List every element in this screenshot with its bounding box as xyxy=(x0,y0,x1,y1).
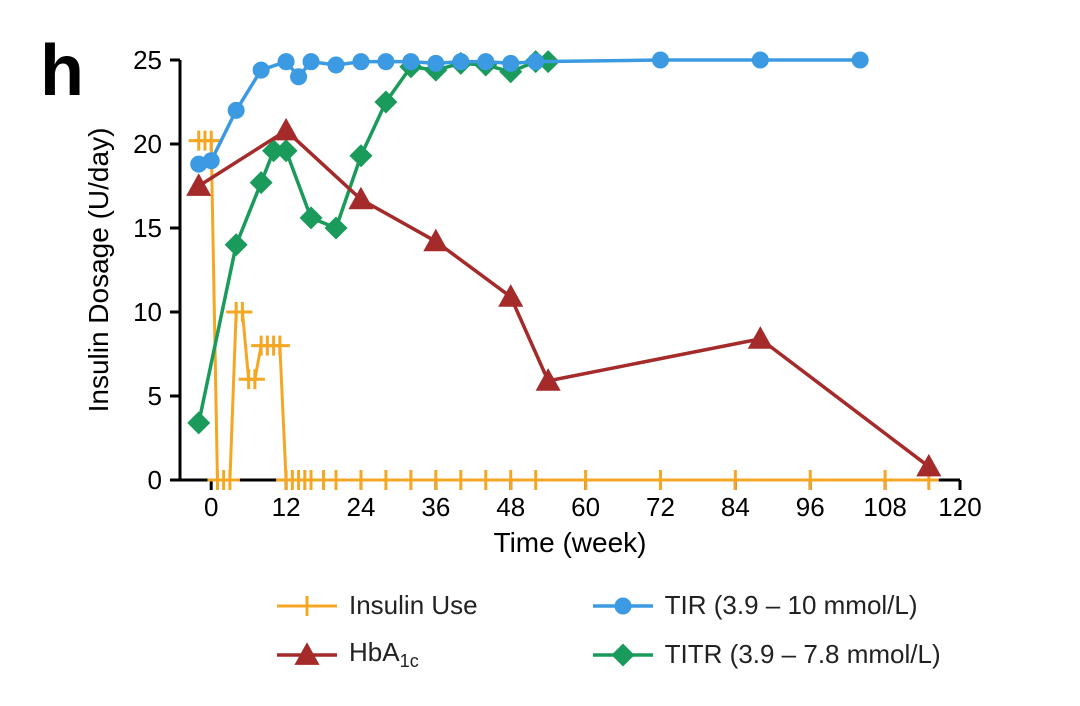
svg-text:120: 120 xyxy=(938,492,981,522)
figure-container: h 0 5 10 15 20 25 0 12 24 36 48 60 72 84 96 108 120 Insul… xyxy=(0,0,1080,706)
series-hba1c xyxy=(187,119,940,476)
svg-text:0: 0 xyxy=(204,492,218,522)
series-insulin xyxy=(189,131,939,490)
legend-label: Insulin Use xyxy=(349,590,478,621)
svg-text:24: 24 xyxy=(346,492,375,522)
legend-label: HbA1c xyxy=(349,637,419,672)
svg-text:20: 20 xyxy=(133,129,162,159)
svg-text:Time (week): Time (week) xyxy=(494,527,647,558)
svg-text:12: 12 xyxy=(272,492,301,522)
legend-swatch-tir xyxy=(591,592,655,620)
legend-label: TIR (3.9 – 10 mmol/L) xyxy=(665,590,918,621)
svg-text:60: 60 xyxy=(571,492,600,522)
legend-label: TITR (3.9 – 7.8 mmol/L) xyxy=(665,639,941,670)
svg-text:0: 0 xyxy=(148,465,162,495)
chart-plot: 0 5 10 15 20 25 0 12 24 36 48 60 72 84 96 108 120 Insulin… xyxy=(0,0,1080,560)
svg-text:72: 72 xyxy=(646,492,675,522)
svg-text:84: 84 xyxy=(721,492,750,522)
legend-swatch-titr xyxy=(591,641,655,669)
svg-text:36: 36 xyxy=(421,492,450,522)
panel-label: h xyxy=(40,30,84,112)
svg-text:Insulin Dosage (U/day): Insulin Dosage (U/day) xyxy=(83,128,114,413)
svg-text:108: 108 xyxy=(863,492,906,522)
legend: Insulin Use TIR (3.9 – 10 mmol/L) HbA1c TIT… xyxy=(275,590,1035,688)
svg-text:10: 10 xyxy=(133,297,162,327)
legend-entry: TITR (3.9 – 7.8 mmol/L) xyxy=(591,637,995,672)
legend-entry: HbA1c xyxy=(275,637,551,672)
svg-text:15: 15 xyxy=(133,213,162,243)
svg-text:96: 96 xyxy=(796,492,825,522)
svg-text:48: 48 xyxy=(496,492,525,522)
legend-entry: Insulin Use xyxy=(275,590,551,621)
legend-swatch-hba1c xyxy=(275,641,339,669)
svg-text:5: 5 xyxy=(148,381,162,411)
legend-entry: TIR (3.9 – 10 mmol/L) xyxy=(591,590,995,621)
legend-swatch-insulin xyxy=(275,592,339,620)
svg-text:25: 25 xyxy=(133,45,162,75)
